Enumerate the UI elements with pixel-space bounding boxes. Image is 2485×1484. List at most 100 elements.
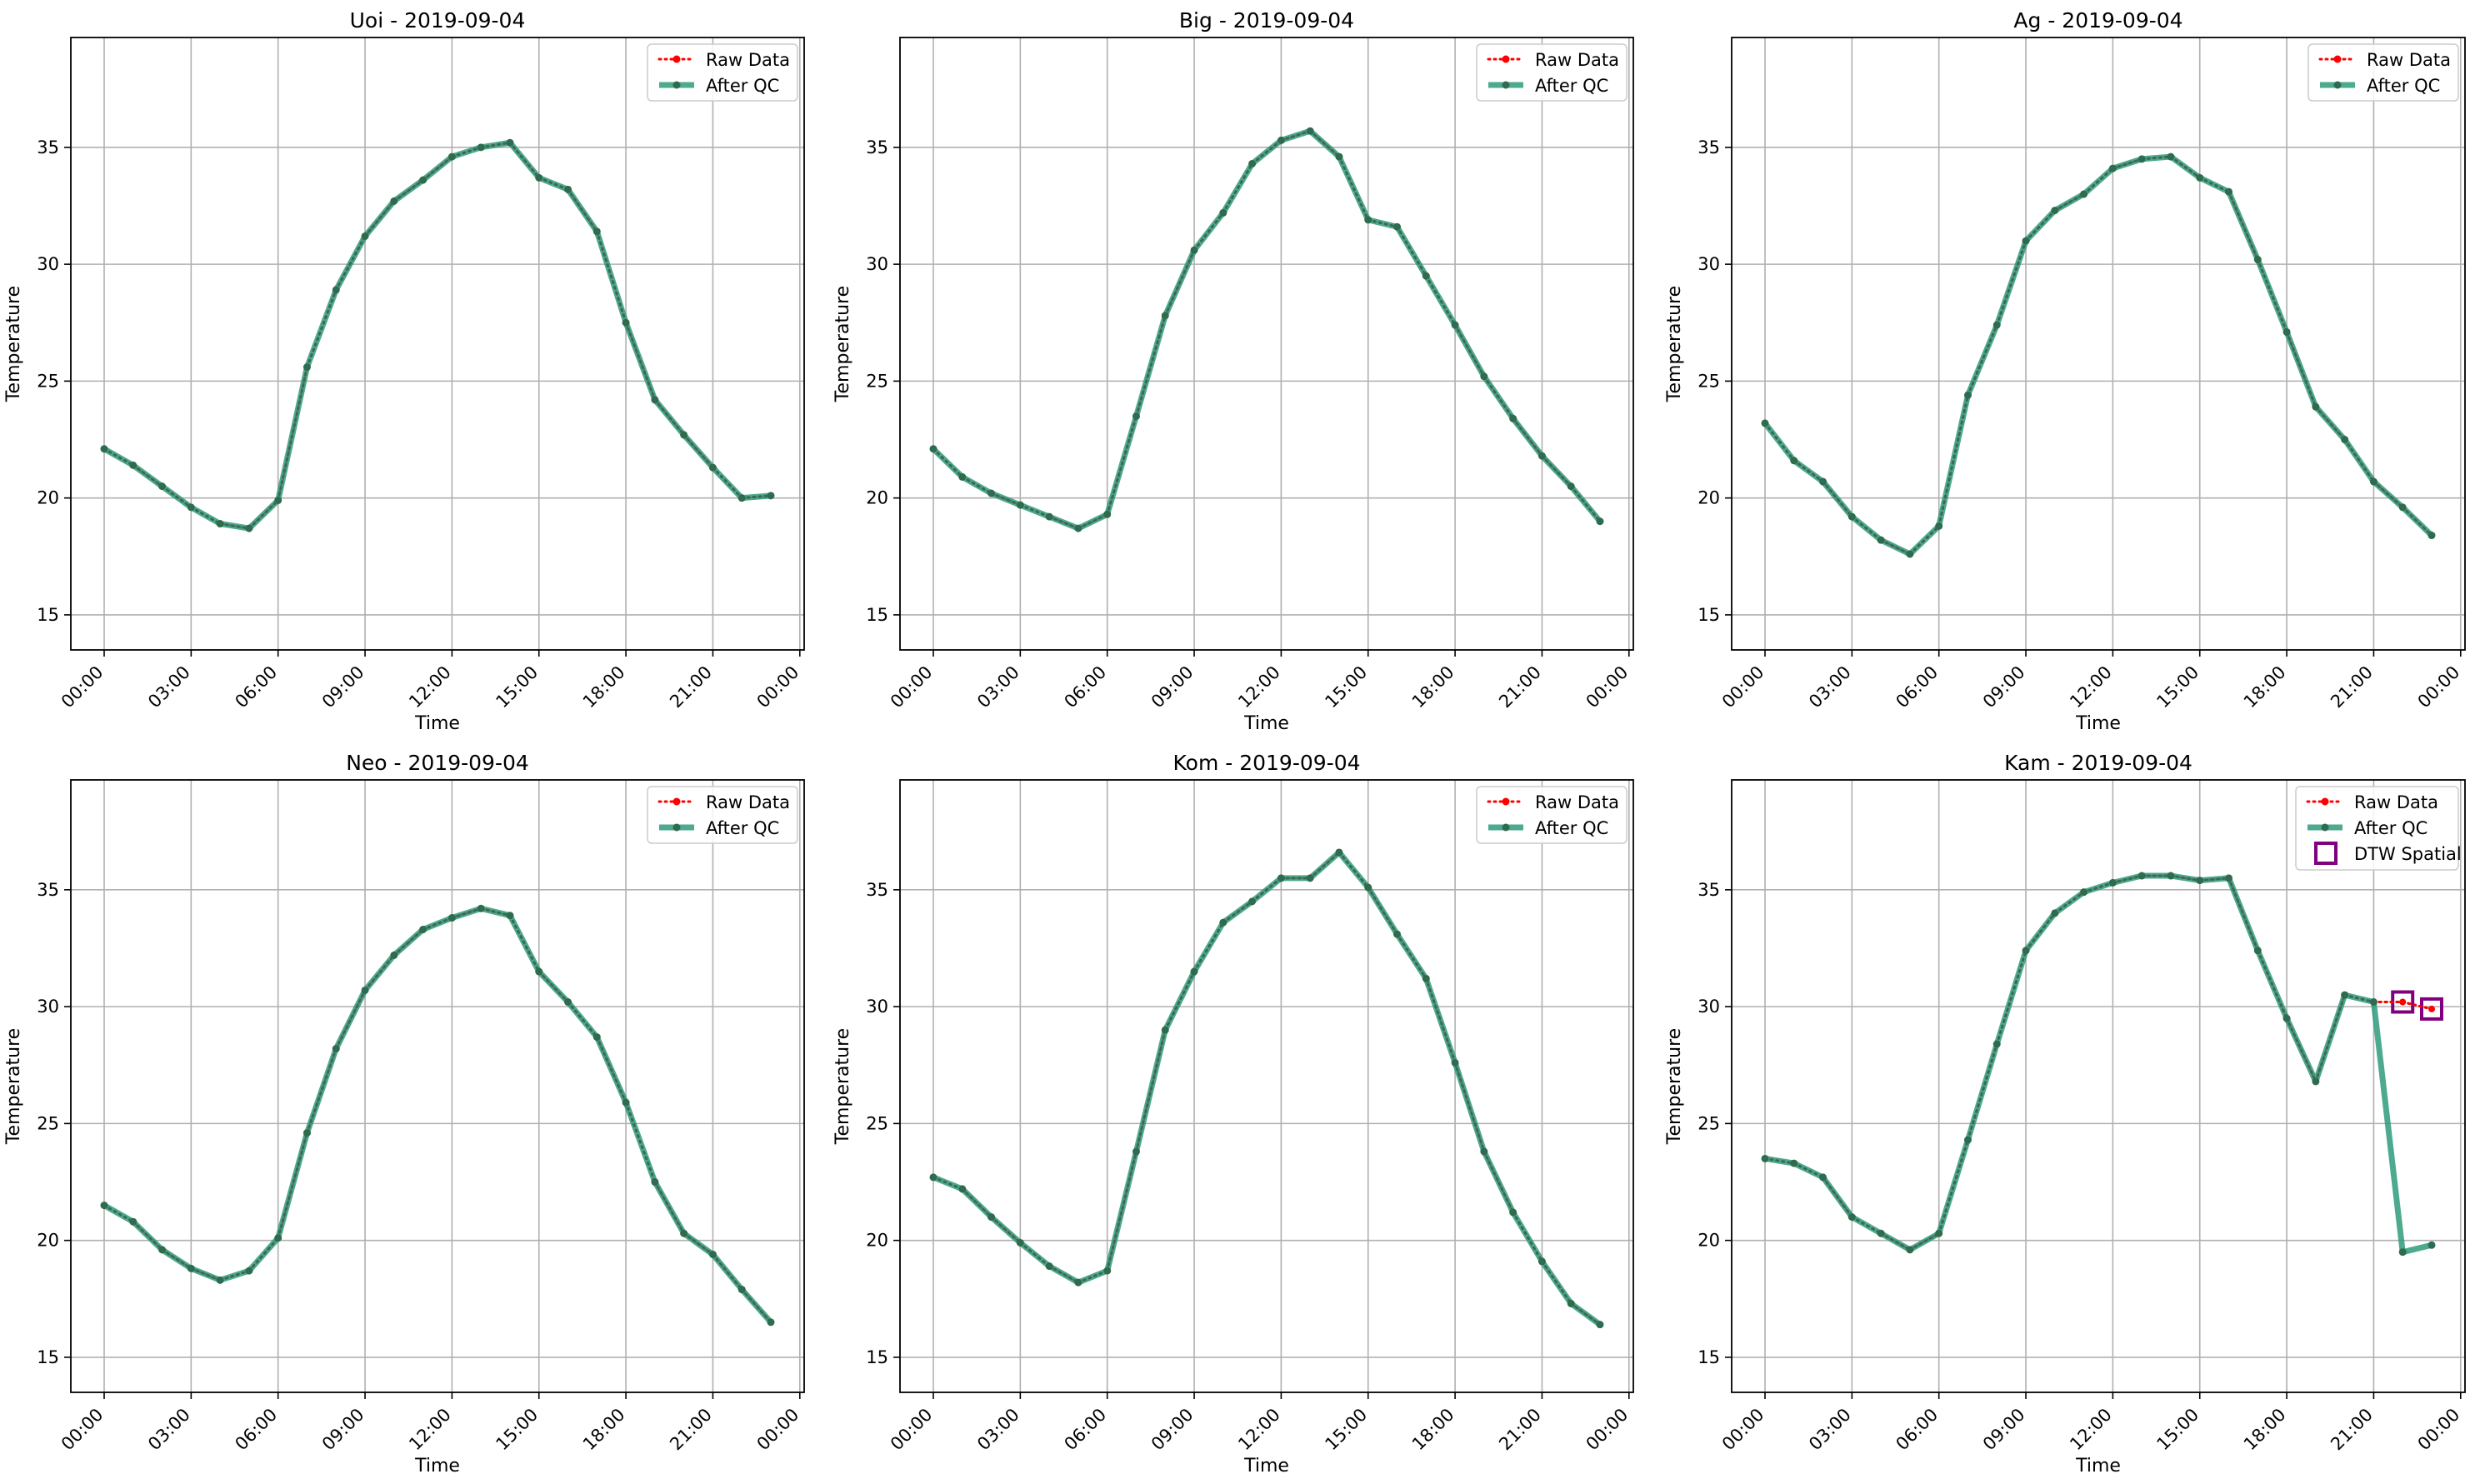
legend: Raw Data After QC bbox=[1476, 43, 1628, 102]
raw-data-point bbox=[2197, 174, 2203, 181]
raw-data-segment bbox=[740, 494, 772, 500]
raw-data-segment bbox=[1338, 851, 1370, 889]
raw-data-point bbox=[1964, 392, 1971, 398]
raw-data-point bbox=[275, 497, 282, 503]
plot-frame bbox=[70, 37, 805, 651]
raw-data-point bbox=[1762, 420, 1768, 427]
x-tick-label: 00:00 bbox=[2414, 1405, 2464, 1455]
legend-qc-marker bbox=[672, 81, 681, 89]
after-qc-point bbox=[2428, 1241, 2436, 1249]
raw-data-point bbox=[101, 1202, 108, 1209]
x-tick-label: 21:00 bbox=[666, 1405, 716, 1455]
raw-data-point bbox=[593, 1034, 600, 1041]
plot-title: Kom - 2019-09-04 bbox=[1173, 751, 1361, 775]
series-solid-teal-markers bbox=[1761, 152, 2436, 558]
series-solid-teal-markers bbox=[1761, 872, 2436, 1257]
plot-title: Big - 2019-09-04 bbox=[1179, 8, 1354, 32]
raw-data-segment bbox=[450, 146, 482, 158]
series-dotted-red-markers bbox=[930, 848, 1603, 1328]
raw-data-segment bbox=[102, 1204, 135, 1223]
x-tick-label: 06:00 bbox=[1892, 662, 1942, 712]
raw-data-point bbox=[2052, 207, 2058, 214]
plot-frame bbox=[1731, 37, 2466, 651]
y-tick-label: 15 bbox=[866, 1347, 888, 1367]
x-tick-label: 00:00 bbox=[2414, 662, 2464, 712]
plot-frame bbox=[899, 37, 1634, 651]
x-tick-label: 09:00 bbox=[318, 662, 368, 712]
plot-title: Uoi - 2019-09-04 bbox=[350, 8, 526, 32]
raw-data-segment bbox=[1192, 921, 1225, 973]
x-tick-label: 03:00 bbox=[973, 1405, 1023, 1455]
raw-data-point bbox=[1422, 272, 1429, 279]
y-tick-label: 15 bbox=[866, 605, 888, 625]
legend-label: DTW Spatial bbox=[2354, 844, 2462, 864]
raw-data-point bbox=[536, 968, 542, 975]
legend: Raw Data After QC bbox=[647, 786, 798, 844]
raw-data-point bbox=[1422, 975, 1429, 982]
y-tick-label: 35 bbox=[37, 137, 59, 157]
raw-data-segment bbox=[1879, 1232, 1912, 1252]
raw-data-segment bbox=[1569, 1302, 1602, 1327]
y-tick-label: 20 bbox=[37, 488, 59, 508]
raw-data-segment bbox=[2198, 176, 2231, 193]
raw-data-point bbox=[1936, 1230, 1942, 1237]
x-tick-label: 18:00 bbox=[579, 662, 629, 712]
raw-data-point bbox=[2283, 1015, 2290, 1022]
raw-data-point bbox=[1907, 551, 1913, 557]
raw-data-point bbox=[1336, 849, 1342, 856]
raw-data-point bbox=[768, 492, 774, 499]
raw-data-segment bbox=[2053, 891, 2086, 915]
raw-data-segment bbox=[1966, 323, 1998, 397]
legend-qc-marker bbox=[672, 823, 681, 832]
raw-data-segment bbox=[1879, 538, 1912, 556]
y-tick-label: 25 bbox=[1698, 371, 1720, 391]
raw-data-segment bbox=[1540, 1260, 1572, 1305]
raw-data-segment bbox=[2256, 949, 2288, 1020]
raw-data-segment bbox=[1850, 1216, 1882, 1235]
x-tick-label: 00:00 bbox=[1582, 662, 1632, 712]
raw-data-point bbox=[1162, 312, 1168, 319]
y-tick-label: 15 bbox=[1698, 605, 1720, 625]
raw-data-point bbox=[130, 1218, 137, 1225]
raw-data-point bbox=[930, 446, 937, 452]
raw-data-line bbox=[102, 907, 772, 1324]
raw-data-segment bbox=[1251, 138, 1282, 165]
raw-data-segment bbox=[1048, 515, 1080, 530]
y-tick-label: 30 bbox=[1698, 997, 1720, 1017]
raw-data-point bbox=[303, 364, 310, 371]
after-qc-point bbox=[2398, 1248, 2407, 1257]
series-purple-square-markers bbox=[2391, 990, 2443, 1021]
raw-data-point bbox=[2312, 403, 2319, 410]
raw-data-segment bbox=[1018, 1241, 1051, 1268]
y-tick-label: 20 bbox=[37, 1231, 59, 1251]
y-tick-label: 35 bbox=[866, 137, 888, 157]
raw-data-point bbox=[1597, 518, 1603, 525]
x-tick-label: 12:00 bbox=[1234, 1405, 1284, 1455]
x-axis-label: Time bbox=[1243, 1456, 1289, 1477]
x-tick-label: 06:00 bbox=[1892, 1405, 1942, 1455]
raw-data-line bbox=[1763, 155, 2433, 556]
raw-data-segment bbox=[1512, 417, 1543, 457]
raw-data-segment bbox=[682, 433, 714, 469]
raw-data-segment bbox=[189, 506, 222, 526]
x-tick-label: 12:00 bbox=[2066, 1405, 2116, 1455]
plot-frame bbox=[1731, 779, 2466, 1393]
raw-data-segment bbox=[189, 1267, 222, 1282]
raw-data-segment bbox=[2401, 506, 2433, 537]
x-axis-label: Time bbox=[414, 1456, 460, 1477]
raw-data-point bbox=[1993, 322, 2000, 328]
raw-data-segment bbox=[1018, 503, 1051, 518]
raw-data-segment bbox=[161, 485, 192, 509]
raw-data-segment bbox=[711, 466, 743, 500]
legend-label: After QC bbox=[1535, 818, 1608, 838]
legend-label: Raw Data bbox=[1535, 50, 1619, 70]
legend-dtw-marker bbox=[2314, 842, 2338, 865]
raw-data-point bbox=[768, 1319, 774, 1326]
raw-data-point bbox=[2226, 188, 2232, 195]
y-tick-label: 30 bbox=[37, 254, 59, 274]
raw-data-point bbox=[1104, 511, 1111, 517]
series-solid-teal-markers bbox=[929, 848, 1604, 1329]
y-tick-label: 15 bbox=[1698, 1347, 1720, 1367]
x-axis-label: Time bbox=[2075, 1456, 2121, 1477]
raw-data-point bbox=[1046, 1263, 1052, 1270]
